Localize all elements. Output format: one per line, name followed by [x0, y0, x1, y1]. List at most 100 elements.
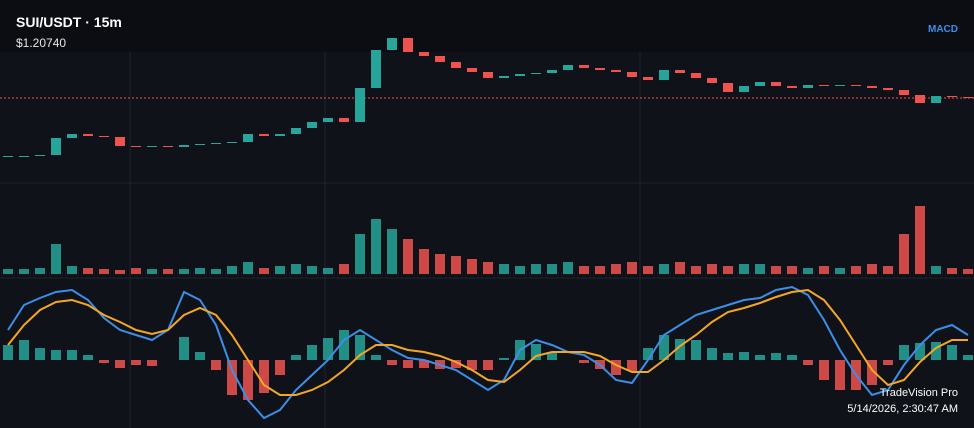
histogram-bar [99, 360, 109, 363]
indicator-line [7, 288, 968, 396]
volume-bar [163, 269, 173, 274]
volume-bar [531, 264, 541, 274]
histogram-bar [787, 355, 797, 360]
indicator-label[interactable]: MACD [928, 24, 958, 35]
candle [867, 86, 877, 88]
histogram-bar [211, 360, 221, 370]
volume-bar [547, 264, 557, 274]
volume-bar [563, 262, 573, 274]
candle [403, 38, 413, 52]
volume-bar [723, 266, 733, 274]
volume-bar [275, 266, 285, 274]
header-bar [0, 0, 974, 52]
histogram-bar [467, 360, 477, 370]
volume-bar [259, 268, 269, 274]
histogram-bar [387, 360, 397, 365]
volume-bar [851, 266, 861, 274]
candle [195, 144, 205, 145]
volume-bar [915, 206, 925, 274]
candle [19, 156, 29, 157]
candle [611, 70, 621, 72]
histogram-bar [723, 353, 733, 360]
histogram-bar [195, 352, 205, 360]
volume-bar [771, 266, 781, 274]
histogram-bar [307, 345, 317, 360]
candle [707, 78, 717, 83]
histogram-bar [355, 335, 365, 360]
histogram-bar [291, 355, 301, 360]
volume-bar [99, 269, 109, 274]
volume-bar [35, 268, 45, 274]
candle [883, 88, 893, 90]
histogram-bar [67, 350, 77, 360]
candle [83, 134, 93, 136]
volume-bar [291, 264, 301, 274]
volume-bar [147, 269, 157, 274]
histogram-bar [627, 360, 637, 371]
volume-bar [51, 244, 61, 274]
volume-bar [115, 270, 125, 274]
brand: TradeVision Pro [880, 387, 958, 399]
volume-bar [675, 262, 685, 274]
volume-bar [3, 269, 13, 274]
histogram-bar [19, 340, 29, 360]
volume-bar [371, 219, 381, 274]
histogram-bar [835, 360, 845, 390]
candle [835, 85, 845, 86]
candle [339, 118, 349, 122]
histogram-bar [819, 360, 829, 380]
histogram-bar [227, 360, 237, 395]
candle [723, 83, 733, 92]
histogram-bar [963, 355, 973, 360]
candle [531, 73, 541, 74]
volume-bar [179, 269, 189, 274]
volume-bar [211, 269, 221, 274]
histogram-bar [51, 350, 61, 360]
histogram-bar [915, 343, 925, 360]
histogram-bar [659, 335, 669, 360]
volume-bar [691, 266, 701, 274]
candle [787, 86, 797, 88]
histogram-bar [771, 353, 781, 360]
candle [627, 72, 637, 77]
histogram-bar [323, 338, 333, 360]
volume-bar [435, 254, 445, 274]
volume-bar [579, 266, 589, 274]
candle [739, 86, 749, 92]
price-label: $1.20740 [16, 36, 66, 50]
volume-bar [931, 266, 941, 274]
candle [51, 138, 61, 155]
candle [451, 62, 461, 68]
volume-bar [403, 239, 413, 274]
histogram-bar [691, 340, 701, 360]
histogram-bar [275, 360, 285, 375]
candle [259, 134, 269, 136]
timestamp: 5/14/2026, 2:30:47 AM [847, 403, 958, 415]
histogram-bar [499, 358, 509, 360]
volume-bar [643, 266, 653, 274]
volume-bar [19, 269, 29, 274]
volume-bar [659, 264, 669, 274]
histogram-bar [531, 344, 541, 360]
volume-bar [611, 264, 621, 274]
volume-bar [819, 266, 829, 274]
candle [179, 145, 189, 147]
histogram-bar [611, 360, 621, 375]
volume-bar [195, 268, 205, 274]
volume-bar [947, 268, 957, 274]
histogram-bar [3, 345, 13, 360]
candle [755, 82, 765, 86]
histogram-bar [115, 360, 125, 368]
volume-bar [835, 268, 845, 274]
candle [499, 76, 509, 78]
volume-bar [419, 249, 429, 274]
volume-bar [899, 234, 909, 274]
histogram-bar [83, 355, 93, 360]
volume-bar [499, 264, 509, 274]
histogram-bar [243, 360, 253, 400]
candle [931, 96, 941, 103]
volume-bar [787, 266, 797, 274]
histogram-bar [899, 345, 909, 360]
candle [275, 134, 285, 136]
